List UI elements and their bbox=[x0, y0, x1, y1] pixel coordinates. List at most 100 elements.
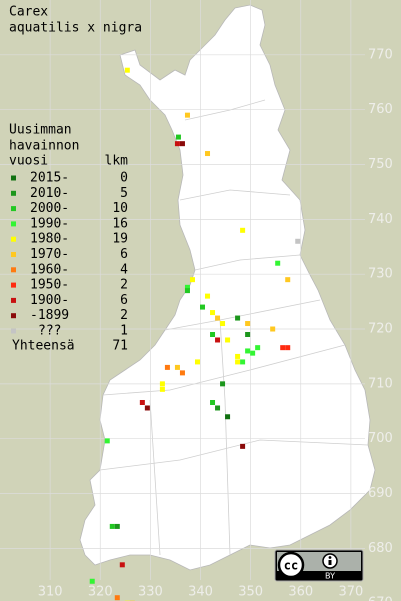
legend-swatch bbox=[11, 282, 16, 288]
legend-label: -1899 bbox=[30, 308, 69, 323]
legend-heading: havainnon bbox=[9, 139, 79, 154]
legend-count: 6 bbox=[120, 247, 128, 262]
observation bbox=[285, 277, 291, 283]
legend-count: 0 bbox=[120, 171, 128, 186]
legend-label: 1960- bbox=[30, 262, 69, 277]
y-tick-label: 710 bbox=[368, 376, 393, 391]
legend-count: 6 bbox=[120, 293, 128, 308]
legend-heading: Uusimman bbox=[9, 123, 72, 138]
license-badge: cc BY bbox=[274, 549, 364, 582]
observation bbox=[220, 381, 226, 387]
observation bbox=[270, 326, 276, 332]
observation bbox=[215, 337, 221, 343]
observation bbox=[245, 348, 251, 354]
observation bbox=[210, 310, 216, 316]
legend-label: 2010- bbox=[30, 186, 69, 201]
x-tick-label: 340 bbox=[188, 585, 213, 600]
legend-swatch bbox=[11, 328, 16, 334]
y-tick-label: 750 bbox=[368, 157, 393, 172]
legend-swatch bbox=[11, 313, 16, 319]
legend-label: 1990- bbox=[30, 216, 69, 231]
observation bbox=[184, 284, 190, 290]
y-tick-label: 720 bbox=[368, 322, 393, 337]
observation bbox=[245, 331, 251, 337]
legend-swatch bbox=[11, 252, 16, 257]
legend-label: 1950- bbox=[30, 278, 69, 293]
observation bbox=[114, 523, 120, 529]
observation bbox=[124, 67, 130, 73]
x-tick-label: 320 bbox=[88, 585, 113, 600]
legend-swatch bbox=[11, 175, 16, 181]
observation bbox=[235, 359, 241, 365]
legend-label: 1970- bbox=[30, 247, 69, 262]
observation bbox=[175, 134, 181, 140]
legend-label: ??? bbox=[38, 324, 61, 339]
legend-heading: vuosi bbox=[9, 154, 48, 169]
observation bbox=[295, 238, 301, 244]
observation bbox=[104, 438, 110, 444]
by-text: BY bbox=[325, 572, 335, 581]
y-tick-label: 670 bbox=[368, 596, 393, 601]
x-tick-label: 310 bbox=[38, 585, 63, 600]
x-tick-label: 370 bbox=[338, 585, 363, 600]
observation bbox=[205, 293, 211, 299]
y-tick-label: 700 bbox=[368, 431, 393, 446]
x-tick-label: 350 bbox=[238, 585, 263, 600]
y-tick-label: 740 bbox=[368, 212, 393, 227]
observation bbox=[89, 578, 95, 584]
legend-swatch bbox=[11, 206, 16, 212]
observation bbox=[225, 337, 231, 343]
observation bbox=[215, 315, 221, 321]
cc-icon bbox=[277, 551, 305, 579]
legend-label: 1900- bbox=[30, 293, 69, 308]
y-tick-label: 770 bbox=[368, 47, 393, 62]
title: aquatilis x nigra bbox=[9, 21, 142, 36]
observation bbox=[225, 414, 231, 420]
observation bbox=[250, 350, 256, 356]
observation bbox=[194, 359, 200, 365]
legend-count: 16 bbox=[112, 216, 128, 231]
x-tick-label: 360 bbox=[288, 585, 313, 600]
observation bbox=[184, 112, 190, 118]
title: Carex bbox=[9, 5, 48, 20]
observation bbox=[210, 399, 216, 405]
legend-count: 2 bbox=[120, 278, 128, 293]
observation bbox=[215, 405, 221, 411]
legend-count: 19 bbox=[112, 232, 128, 247]
by-icon-body bbox=[328, 560, 332, 565]
legend-count: 10 bbox=[112, 201, 128, 216]
observation bbox=[184, 288, 190, 294]
legend-total-label: Yhteensä bbox=[12, 339, 75, 354]
observation bbox=[285, 345, 291, 351]
observation bbox=[235, 315, 241, 321]
observation bbox=[205, 151, 211, 157]
observation bbox=[210, 331, 216, 337]
observation bbox=[220, 321, 226, 327]
observation bbox=[109, 523, 115, 529]
legend-count: 4 bbox=[120, 262, 128, 277]
legend-count: 2 bbox=[120, 308, 128, 323]
observation bbox=[144, 405, 150, 411]
x-tick-label: 330 bbox=[138, 585, 163, 600]
y-tick-label: 680 bbox=[368, 541, 393, 556]
y-tick-label: 690 bbox=[368, 486, 393, 501]
y-tick-label: 730 bbox=[368, 267, 393, 282]
cc-text: cc bbox=[284, 559, 298, 573]
observation bbox=[174, 141, 180, 147]
legend-label: 1980- bbox=[30, 232, 69, 247]
finland-outline bbox=[79, 4, 376, 571]
observation bbox=[240, 443, 246, 449]
observation bbox=[159, 386, 165, 392]
observation bbox=[159, 381, 165, 387]
legend-swatch bbox=[11, 221, 16, 227]
observation bbox=[114, 595, 120, 601]
y-tick-label: 760 bbox=[368, 102, 393, 117]
observation bbox=[245, 321, 251, 327]
observation bbox=[200, 304, 206, 310]
observation bbox=[189, 277, 195, 283]
legend-count: 5 bbox=[120, 186, 128, 201]
legend-total: 71 bbox=[112, 339, 128, 354]
observation bbox=[235, 353, 241, 359]
legend-swatch bbox=[11, 190, 16, 196]
